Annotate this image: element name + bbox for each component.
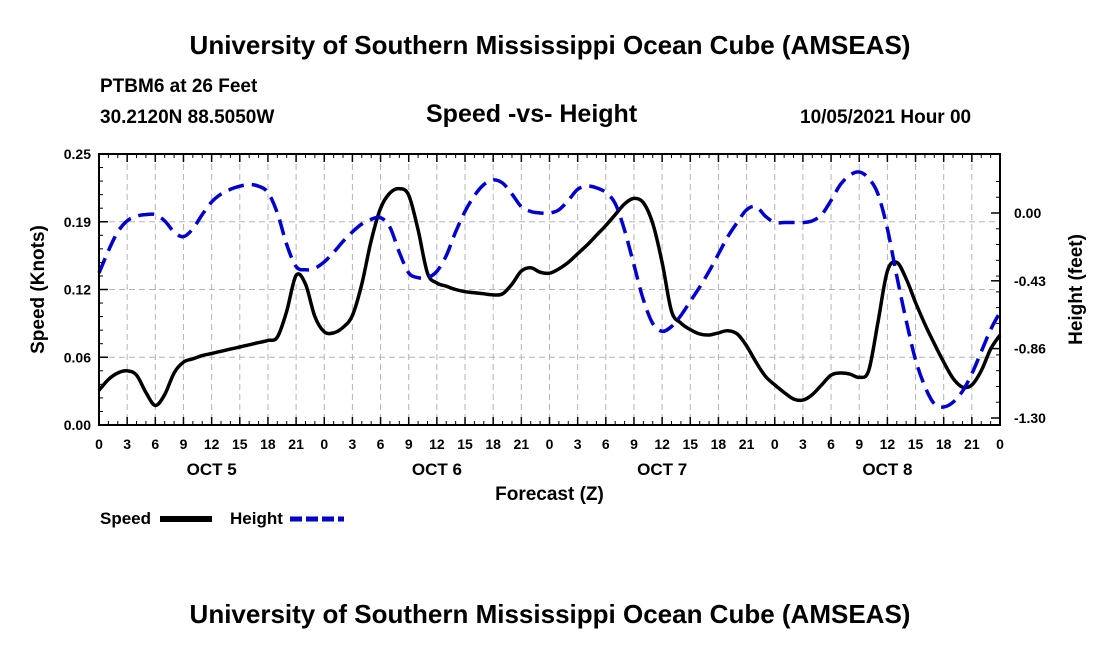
- x-tick-label: 9: [630, 436, 638, 452]
- y-axis-right-title: Height (feet): [1066, 234, 1087, 345]
- x-tick-label: 15: [682, 436, 698, 452]
- page-title-bottom: University of Southern Mississippi Ocean…: [189, 599, 911, 629]
- axis-labels: 0 3 6 9 12 15 18 21 0 3 6 9 12 15 18 21 0 3 6 9 12 15 18 21 0 3 6 9…: [64, 146, 1046, 479]
- y-right-tick-label: -1.30: [1014, 410, 1046, 426]
- x-tick-label: 3: [349, 436, 357, 452]
- x-tick-label: 9: [405, 436, 413, 452]
- y-axis-left-title: Speed (Knots): [28, 225, 49, 354]
- y-right-tick-label: -0.43: [1014, 273, 1046, 289]
- x-tick-label: 15: [908, 436, 924, 452]
- x-tick-label: 9: [855, 436, 863, 452]
- x-tick-label: 15: [232, 436, 248, 452]
- page-title-top: University of Southern Mississippi Ocean…: [189, 30, 911, 60]
- grid-lines: [99, 154, 1000, 425]
- x-tick-label: 6: [151, 436, 159, 452]
- x-tick-label: 3: [123, 436, 131, 452]
- x-tick-label: 12: [429, 436, 445, 452]
- x-tick-label: 21: [514, 436, 530, 452]
- y-right-tick-label: -0.86: [1014, 341, 1046, 357]
- x-tick-label: 18: [936, 436, 952, 452]
- day-label: OCT 5: [187, 460, 237, 479]
- y-left-tick-label: 0.06: [64, 349, 91, 365]
- y-left-tick-label: 0.00: [64, 417, 91, 433]
- x-tick-label: 9: [180, 436, 188, 452]
- axis-ticks: [98, 153, 1001, 426]
- day-label: OCT 8: [862, 460, 912, 479]
- station-coordinates: 30.2120N 88.5050W: [100, 107, 275, 128]
- x-tick-label: 6: [827, 436, 835, 452]
- legend-height-label: Height: [230, 509, 283, 528]
- x-tick-label: 18: [260, 436, 276, 452]
- x-tick-label: 6: [377, 436, 385, 452]
- x-tick-label: 12: [204, 436, 220, 452]
- x-tick-label: 0: [996, 436, 1004, 452]
- x-tick-label: 0: [546, 436, 554, 452]
- series-lines: [97, 170, 1002, 409]
- y-right-tick-label: 0.00: [1014, 205, 1041, 221]
- forecast-date: 10/05/2021 Hour 00: [800, 107, 972, 128]
- x-tick-label: 15: [457, 436, 473, 452]
- x-tick-label: 0: [771, 436, 779, 452]
- station-label: PTBM6 at 26 Feet: [100, 76, 258, 97]
- series-line-speed: [97, 186, 1002, 408]
- legend-speed-swatch: [160, 516, 212, 522]
- y-left-tick-label: 0.25: [64, 146, 91, 162]
- x-tick-label: 12: [880, 436, 896, 452]
- legend-height-swatch: [290, 516, 344, 522]
- x-tick-label: 3: [574, 436, 582, 452]
- y-left-tick-label: 0.19: [64, 214, 91, 230]
- chart-title: Speed -vs- Height: [426, 100, 638, 128]
- x-tick-label: 3: [799, 436, 807, 452]
- x-tick-label: 21: [739, 436, 755, 452]
- x-tick-label: 6: [602, 436, 610, 452]
- x-tick-label: 18: [711, 436, 727, 452]
- x-tick-label: 18: [485, 436, 501, 452]
- y-left-tick-label: 0.12: [64, 282, 91, 298]
- x-tick-label: 0: [320, 436, 328, 452]
- x-tick-label: 21: [288, 436, 304, 452]
- legend-speed-label: Speed: [100, 509, 152, 528]
- x-axis-title: Forecast (Z): [495, 484, 604, 505]
- x-tick-label: 0: [95, 436, 103, 452]
- x-tick-label: 21: [964, 436, 980, 452]
- day-label: OCT 7: [637, 460, 687, 479]
- x-tick-label: 12: [654, 436, 670, 452]
- day-label: OCT 6: [412, 460, 462, 479]
